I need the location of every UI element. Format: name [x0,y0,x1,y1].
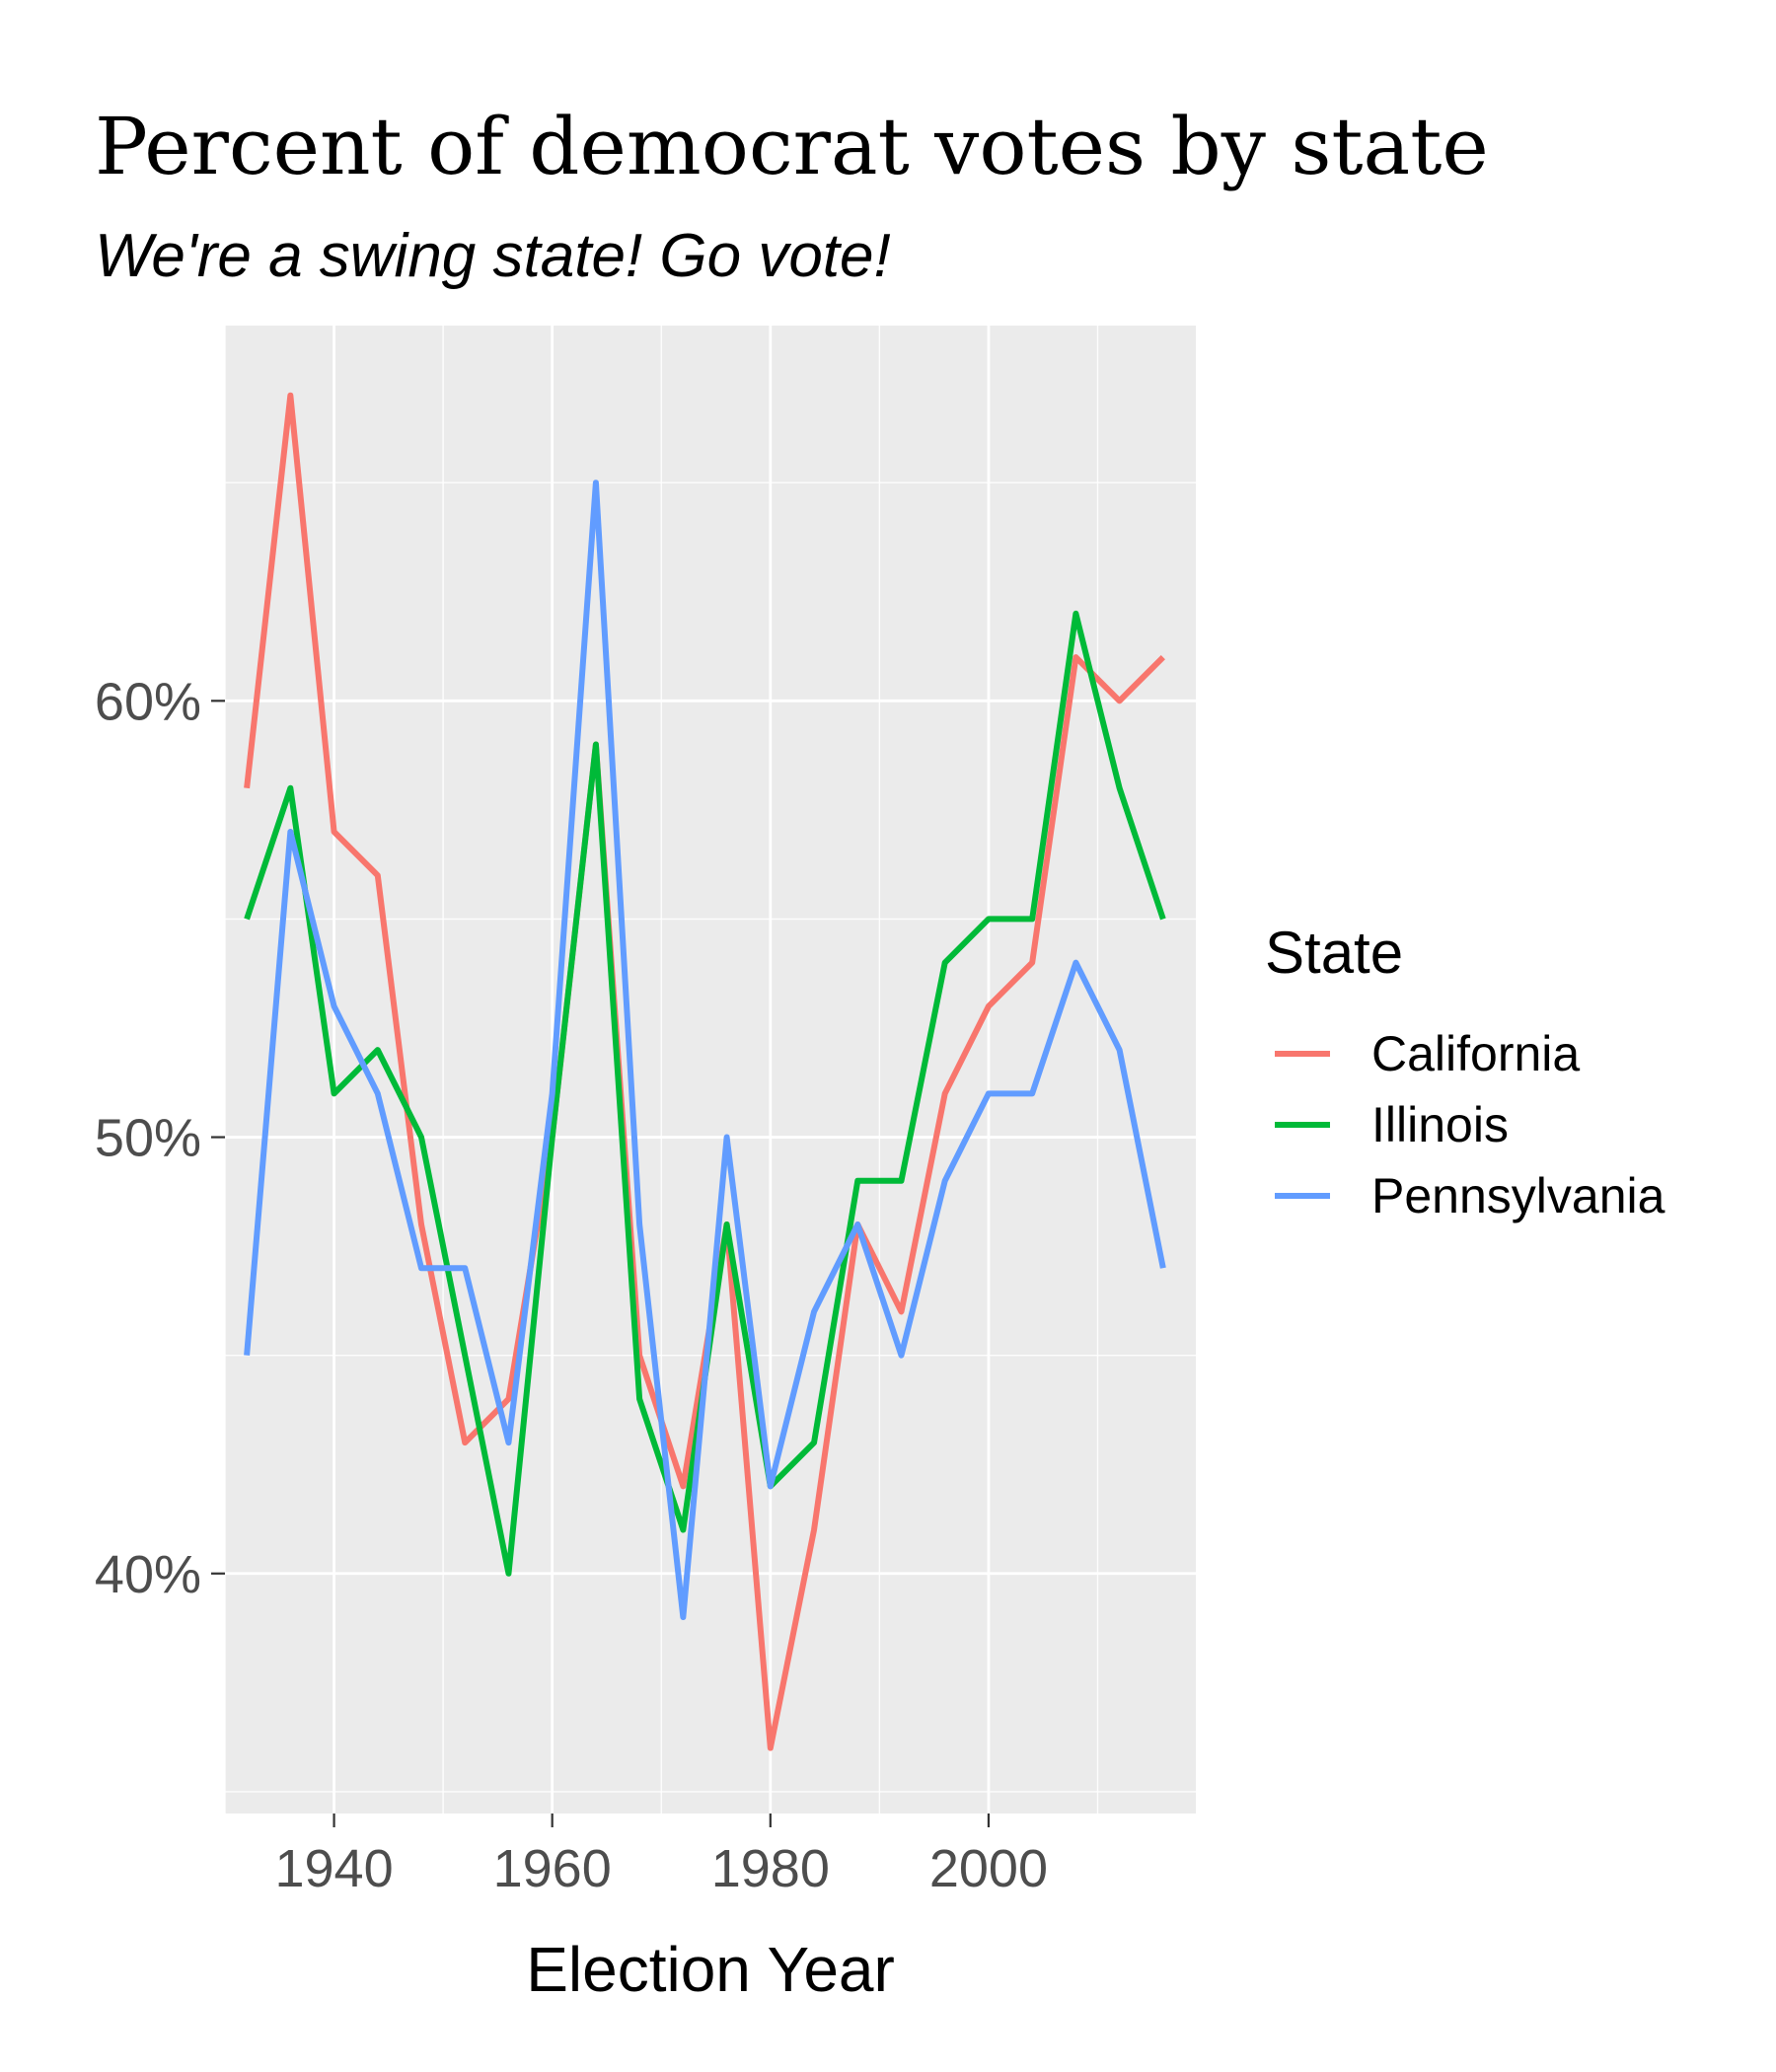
minor-gridlines [224,326,1196,1813]
series-lines [244,392,1166,1751]
legend-title: State [1265,920,1403,986]
major-gridlines [225,326,1196,1813]
y-tick-label-0: 40% [95,1545,201,1604]
series-pennsylvania [244,480,1166,1620]
x-tick-label-1: 1960 [493,1839,612,1898]
chart-subtitle: We're a swing state! Go vote! [95,222,891,290]
series-line-pennsylvania [244,480,1166,1620]
legend: State California Illinois Pennsylvania [1265,920,1665,1223]
x-tick-label-3: 2000 [929,1839,1048,1898]
x-axis-title: Election Year [526,1934,895,2005]
plot-panel [225,326,1196,1813]
legend-label-illinois: Illinois [1371,1097,1509,1152]
y-tick-label-1: 50% [95,1109,201,1168]
y-tick-label-2: 60% [95,672,201,731]
x-tick-label-2: 1980 [711,1839,830,1898]
x-tick-label-0: 1940 [274,1839,393,1898]
legend-items: California Illinois Pennsylvania [1275,1026,1665,1223]
chart-title: Percent of democrat votes by state [95,101,1489,192]
legend-label-pennsylvania: Pennsylvania [1371,1168,1665,1223]
y-axis: 40% 50% 60% [95,672,225,1604]
x-axis: 1940 1960 1980 2000 [274,1813,1048,1898]
legend-label-california: California [1371,1026,1580,1081]
